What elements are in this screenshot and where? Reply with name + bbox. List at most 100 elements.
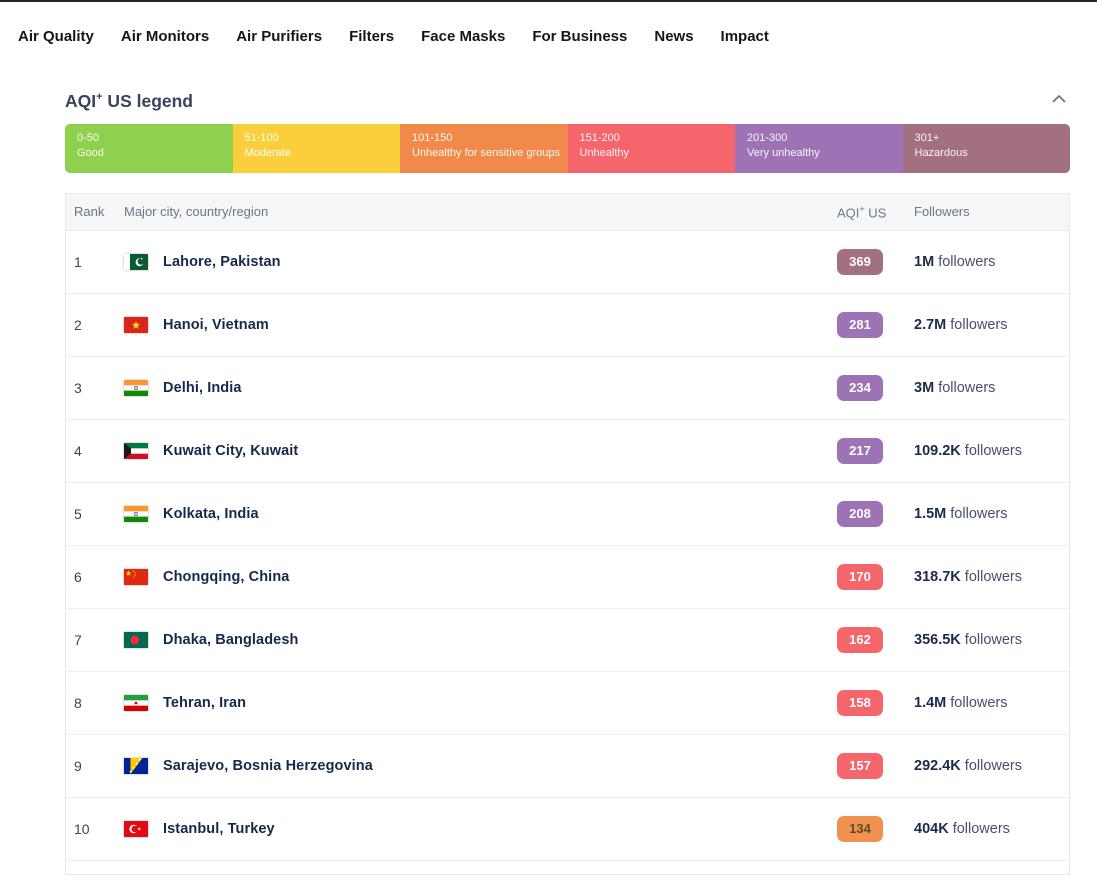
- nav-item[interactable]: Impact: [720, 28, 769, 45]
- followers-value: 292.4K followers: [914, 757, 1023, 774]
- aqi-legend-section: AQI+ US legend 0-50 Good 51-100 Moderate…: [65, 86, 1070, 173]
- city-name: Chongqing, China: [163, 568, 290, 585]
- city-name: Istanbul, Turkey: [163, 820, 275, 837]
- followers-value: 356.5K followers: [914, 631, 1023, 648]
- rank-value: 8: [74, 694, 82, 711]
- aqi-badge: 369: [837, 248, 883, 275]
- top-border: [0, 0, 1097, 2]
- table-header-row: Rank Major city, country/region AQI+ US …: [66, 193, 1069, 231]
- nav-item[interactable]: Face Masks: [421, 28, 506, 45]
- aqi-badge: 217: [837, 437, 883, 464]
- city-name: Hanoi, Vietnam: [163, 316, 269, 333]
- aqi-badge: 208: [837, 500, 883, 527]
- legend-title: AQI+ US legend: [65, 90, 193, 111]
- followers-value: 318.7K followers: [914, 568, 1023, 585]
- rank-value: 9: [74, 757, 82, 774]
- legend-band-label: Very unhealthy: [747, 147, 820, 160]
- rank-value: 6: [74, 568, 82, 585]
- flag-icon-iran: [124, 694, 148, 711]
- aqi-badge: 170: [837, 563, 883, 590]
- followers-value: 1.5M followers: [914, 505, 1008, 522]
- legend-band: 201-300 Very unhealthy: [735, 123, 903, 173]
- followers-value: 109.2K followers: [914, 442, 1023, 459]
- table-row[interactable]: 9 Sarajevo, Bosnia Herzegovina 157 292.4…: [66, 734, 1069, 798]
- city-name: Delhi, India: [163, 379, 242, 396]
- nav-item[interactable]: For Business: [532, 28, 628, 45]
- flag-icon-bangladesh: [124, 631, 148, 648]
- page-content: AQI+ US legend 0-50 Good 51-100 Moderate…: [65, 86, 1070, 875]
- rank-value: 1: [74, 253, 82, 270]
- legend-band: 101-150 Unhealthy for sensitive groups: [400, 123, 568, 173]
- legend-band-label: Moderate: [244, 147, 291, 160]
- table-row[interactable]: 4 Kuwait City, Kuwait 217 109.2K followe…: [66, 419, 1069, 483]
- table-row[interactable]: 7 Dhaka, Bangladesh 162 356.5K followers: [66, 608, 1069, 672]
- legend-strip: 0-50 Good 51-100 Moderate 101-150 Unheal…: [65, 123, 1070, 173]
- legend-band: 151-200 Unhealthy: [567, 123, 735, 173]
- aqi-badge: 158: [837, 689, 883, 716]
- city-name: Tehran, Iran: [163, 694, 247, 711]
- followers-value: 404K followers: [914, 820, 1010, 837]
- city-name: Kolkata, India: [163, 505, 259, 522]
- legend-band-label: Unhealthy: [579, 147, 630, 160]
- nav-item[interactable]: Air Quality: [18, 28, 94, 45]
- city-ranking-table: Rank Major city, country/region AQI+ US …: [65, 192, 1070, 875]
- legend-band-range: 101-150: [412, 131, 453, 144]
- legend-band-range: 201-300: [747, 131, 788, 144]
- legend-band: 301+ Hazardous: [902, 123, 1070, 173]
- aqi-badge: 134: [837, 815, 883, 842]
- table-row[interactable]: 8 Tehran, Iran 158 1.4M followers: [66, 671, 1069, 735]
- aqi-badge: 162: [837, 626, 883, 653]
- table-row[interactable]: 2 Hanoi, Vietnam 281 2.7M followers: [66, 293, 1069, 357]
- table-body: 1 Lahore, Pakistan 369 1M followers 2 Ha…: [66, 230, 1069, 861]
- legend-band: 51-100 Moderate: [232, 123, 400, 173]
- legend-band: 0-50 Good: [65, 123, 233, 173]
- followers-value: 2.7M followers: [914, 316, 1008, 333]
- aqi-badge: 157: [837, 752, 883, 779]
- chevron-up-icon: [1050, 94, 1068, 109]
- legend-band-range: 51-100: [244, 131, 279, 144]
- rank-value: 4: [74, 442, 82, 459]
- header-rank: Rank: [74, 204, 105, 220]
- flag-icon-pakistan: [124, 253, 148, 270]
- flag-icon-kuwait: [124, 442, 148, 459]
- flag-icon-turkey: [124, 820, 148, 837]
- legend-band-label: Unhealthy for sensitive groups: [412, 147, 560, 160]
- flag-icon-vietnam: [124, 316, 148, 333]
- flag-icon-india: [124, 505, 148, 522]
- table-row-partial: [66, 860, 1069, 874]
- rank-value: 5: [74, 505, 82, 522]
- legend-band-range: 151-200: [579, 131, 620, 144]
- table-row[interactable]: 6 Chongqing, China 170 318.7K followers: [66, 545, 1069, 609]
- city-name: Lahore, Pakistan: [163, 253, 281, 270]
- table-row[interactable]: 1 Lahore, Pakistan 369 1M followers: [66, 230, 1069, 294]
- flag-icon-india: [124, 379, 148, 396]
- main-nav: Air Quality Air Monitors Air Purifiers F…: [0, 2, 1097, 61]
- legend-band-label: Good: [77, 147, 104, 160]
- legend-collapse-button[interactable]: [1048, 90, 1070, 108]
- legend-band-range: 0-50: [77, 131, 100, 144]
- legend-band-label: Hazardous: [914, 147, 968, 160]
- table-row[interactable]: 10 Istanbul, Turkey 134 404K followers: [66, 797, 1069, 861]
- aqi-badge: 281: [837, 311, 883, 338]
- nav-item[interactable]: Air Purifiers: [236, 28, 323, 45]
- nav-item[interactable]: Air Monitors: [120, 28, 210, 45]
- header-city: Major city, country/region: [124, 204, 269, 220]
- city-name: Sarajevo, Bosnia Herzegovina: [163, 757, 373, 774]
- rank-value: 10: [74, 820, 90, 837]
- table-row[interactable]: 5 Kolkata, India 208 1.5M followers: [66, 482, 1069, 546]
- legend-band-range: 301+: [914, 131, 940, 144]
- followers-value: 1M followers: [914, 253, 996, 270]
- aqi-badge: 234: [837, 374, 883, 401]
- followers-value: 3M followers: [914, 379, 996, 396]
- rank-value: 3: [74, 379, 82, 396]
- flag-icon-bosnia: [124, 757, 148, 774]
- rank-value: 7: [74, 631, 82, 648]
- city-name: Dhaka, Bangladesh: [163, 631, 299, 648]
- nav-item[interactable]: News: [654, 28, 694, 45]
- flag-icon-china: [124, 568, 148, 585]
- nav-item[interactable]: Filters: [349, 28, 395, 45]
- rank-value: 2: [74, 316, 82, 333]
- city-name: Kuwait City, Kuwait: [163, 442, 299, 459]
- table-row[interactable]: 3 Delhi, India 234 3M followers: [66, 356, 1069, 420]
- header-followers: Followers: [914, 204, 970, 220]
